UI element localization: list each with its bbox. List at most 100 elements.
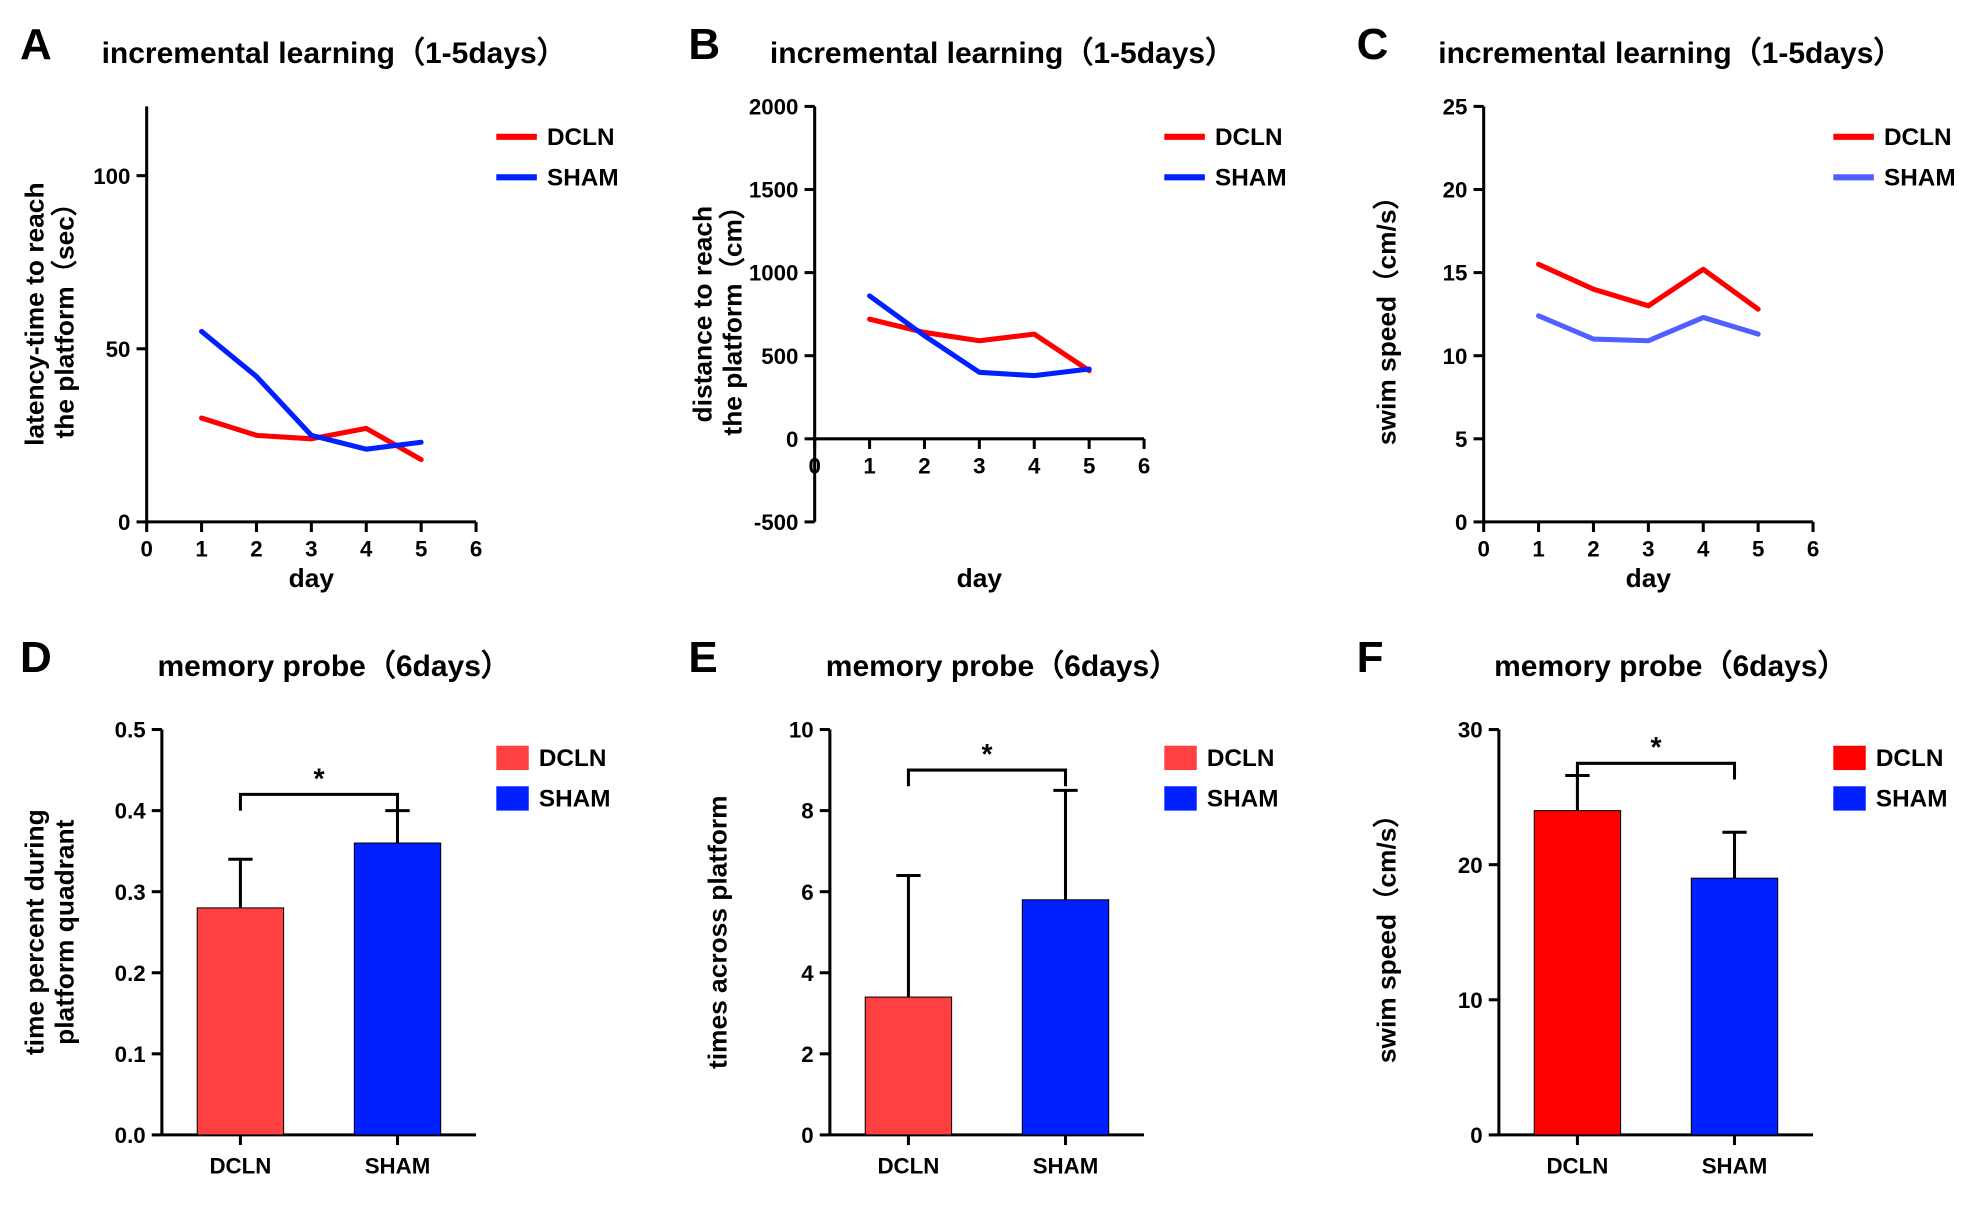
svg-text:SHAM: SHAM — [1215, 164, 1287, 191]
svg-text:DCLN: DCLN — [539, 745, 607, 772]
svg-text:SHAM: SHAM — [1033, 1153, 1099, 1178]
svg-text:4: 4 — [1697, 536, 1710, 561]
chart-E: 0246810times across platformDCLNSHAM*DCL… — [688, 689, 1316, 1216]
svg-text:SHAM: SHAM — [365, 1153, 431, 1178]
svg-text:*: * — [313, 763, 325, 795]
svg-text:SHAM: SHAM — [547, 164, 619, 191]
svg-text:0: 0 — [140, 536, 152, 561]
panel-label-C: C — [1357, 20, 1389, 70]
svg-text:0.1: 0.1 — [115, 1042, 146, 1067]
svg-text:5: 5 — [1455, 427, 1467, 452]
svg-text:5: 5 — [415, 536, 427, 561]
svg-text:30: 30 — [1458, 718, 1483, 743]
svg-text:*: * — [1650, 732, 1662, 764]
svg-text:1: 1 — [864, 453, 876, 478]
svg-text:2: 2 — [1587, 536, 1599, 561]
svg-text:0.0: 0.0 — [115, 1123, 146, 1148]
svg-text:SHAM: SHAM — [1876, 786, 1948, 813]
svg-text:3: 3 — [1642, 536, 1654, 561]
svg-text:SHAM: SHAM — [539, 786, 611, 813]
chart-B: -5000500100015002000distance to reachthe… — [688, 76, 1316, 603]
svg-text:15: 15 — [1442, 261, 1467, 286]
svg-text:100: 100 — [93, 164, 130, 189]
svg-text:day: day — [1625, 563, 1671, 593]
svg-text:latency-time to reach: latency-time to reach — [20, 182, 49, 445]
chart-C: 0 5 10 15 20 25 swim speed（cm/s） 0 1 2 3 4 5 6 day DCLN… — [1357, 76, 1965, 603]
svg-text:DCLN: DCLN — [1884, 124, 1952, 151]
svg-text:20: 20 — [1442, 178, 1467, 203]
svg-text:2000: 2000 — [749, 95, 799, 120]
panel-label-A: A — [20, 20, 52, 70]
svg-text:50: 50 — [106, 337, 131, 362]
figure-grid: A incremental learning（1-5days） 050100la… — [20, 20, 1965, 1181]
svg-text:5: 5 — [1752, 536, 1764, 561]
svg-text:6: 6 — [1138, 453, 1150, 478]
svg-text:3: 3 — [305, 536, 317, 561]
panel-D: D memory probe（6days） 0.00.10.20.30.40.5… — [20, 633, 648, 1216]
svg-text:times across platform: times across platform — [703, 795, 733, 1069]
svg-text:1: 1 — [1532, 536, 1544, 561]
panel-E: E memory probe（6days） 0246810times acros… — [688, 633, 1316, 1216]
svg-text:8: 8 — [802, 799, 814, 824]
svg-text:0.2: 0.2 — [115, 961, 146, 986]
svg-text:3: 3 — [973, 453, 985, 478]
panel-C: C incremental learning（1-5days） 05101520… — [1357, 20, 1965, 603]
svg-text:5: 5 — [1083, 453, 1095, 478]
panel-title-F: memory probe（6days） — [1357, 641, 1965, 685]
svg-text:1000: 1000 — [749, 261, 799, 286]
svg-text:SHAM: SHAM — [1207, 786, 1279, 813]
svg-text:10: 10 — [1442, 344, 1467, 369]
panel-title-A: incremental learning（1-5days） — [20, 28, 648, 72]
svg-text:2: 2 — [919, 453, 931, 478]
svg-text:25: 25 — [1442, 95, 1467, 120]
svg-text:the platform（sec）: the platform（sec） — [50, 190, 80, 439]
svg-text:time percent during: time percent during — [20, 809, 49, 1055]
svg-text:10: 10 — [789, 718, 814, 743]
panel-label-E: E — [688, 633, 717, 683]
svg-text:4: 4 — [802, 961, 815, 986]
svg-text:0: 0 — [809, 453, 821, 478]
svg-text:20: 20 — [1458, 853, 1483, 878]
svg-text:DCLN: DCLN — [209, 1153, 271, 1178]
svg-text:500: 500 — [762, 344, 799, 369]
svg-text:SHAM: SHAM — [1701, 1153, 1767, 1178]
panel-F: F memory probe（6days） 0 10 20 30 swim speed（… — [1357, 633, 1965, 1216]
svg-text:0.5: 0.5 — [115, 718, 146, 743]
svg-text:0: 0 — [118, 510, 130, 535]
svg-text:DCLN: DCLN — [1207, 745, 1275, 772]
panel-B: B incremental learning（1-5days） -5000500… — [688, 20, 1316, 603]
svg-text:0: 0 — [786, 427, 798, 452]
svg-text:SHAM: SHAM — [1884, 164, 1956, 191]
svg-text:0: 0 — [1455, 510, 1467, 535]
svg-text:DCLN: DCLN — [878, 1153, 940, 1178]
svg-text:DCLN: DCLN — [1876, 745, 1944, 772]
chart-F: 0102030swim speed（cm/s）DCLNSHAM*DCLNSHAM — [1357, 689, 1965, 1216]
panel-label-D: D — [20, 633, 52, 683]
panel-title-D: memory probe（6days） — [20, 641, 648, 685]
svg-text:2: 2 — [250, 536, 262, 561]
chart-A: 050100latency-time to reachthe platform（… — [20, 76, 648, 603]
svg-text:DCLN: DCLN — [547, 124, 615, 151]
svg-text:6: 6 — [470, 536, 482, 561]
svg-text:swim speed（cm/s）: swim speed（cm/s） — [1371, 801, 1401, 1063]
panel-title-C: incremental learning（1-5days） — [1357, 28, 1965, 72]
svg-text:swim speed（cm/s）: swim speed（cm/s） — [1371, 183, 1401, 445]
svg-text:-500: -500 — [754, 510, 799, 535]
panel-A: A incremental learning（1-5days） 050100la… — [20, 20, 648, 603]
svg-text:2: 2 — [802, 1042, 814, 1067]
chart-D: 0.00.10.20.30.40.5time percent duringpla… — [20, 689, 648, 1216]
panel-title-B: incremental learning（1-5days） — [688, 28, 1316, 72]
svg-text:10: 10 — [1458, 988, 1483, 1013]
svg-text:0: 0 — [1477, 536, 1489, 561]
svg-text:6: 6 — [1806, 536, 1818, 561]
svg-text:0: 0 — [1470, 1123, 1482, 1148]
svg-text:*: * — [982, 739, 994, 771]
svg-text:1: 1 — [195, 536, 207, 561]
svg-text:the platform（cm）: the platform（cm） — [718, 193, 748, 436]
svg-text:4: 4 — [1028, 453, 1041, 478]
svg-text:0.3: 0.3 — [115, 880, 146, 905]
svg-text:0: 0 — [802, 1123, 814, 1148]
svg-text:4: 4 — [360, 536, 373, 561]
svg-text:platform quadrant: platform quadrant — [50, 819, 80, 1044]
panel-label-F: F — [1357, 633, 1384, 683]
